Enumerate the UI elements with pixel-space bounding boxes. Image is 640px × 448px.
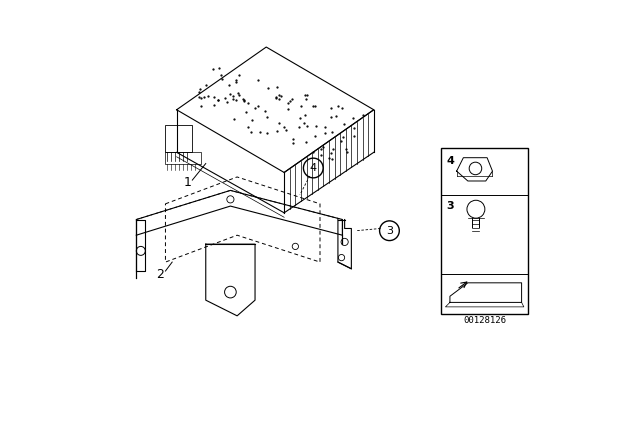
Bar: [165, 152, 201, 164]
Bar: [441, 148, 529, 314]
Text: 3: 3: [446, 201, 454, 211]
Text: 00128126: 00128126: [463, 316, 506, 325]
Bar: [165, 125, 192, 152]
Text: 2: 2: [156, 267, 164, 281]
Text: 4: 4: [446, 156, 454, 166]
Text: 3: 3: [386, 226, 393, 236]
Text: 4: 4: [310, 163, 317, 173]
Text: 1: 1: [184, 176, 192, 190]
